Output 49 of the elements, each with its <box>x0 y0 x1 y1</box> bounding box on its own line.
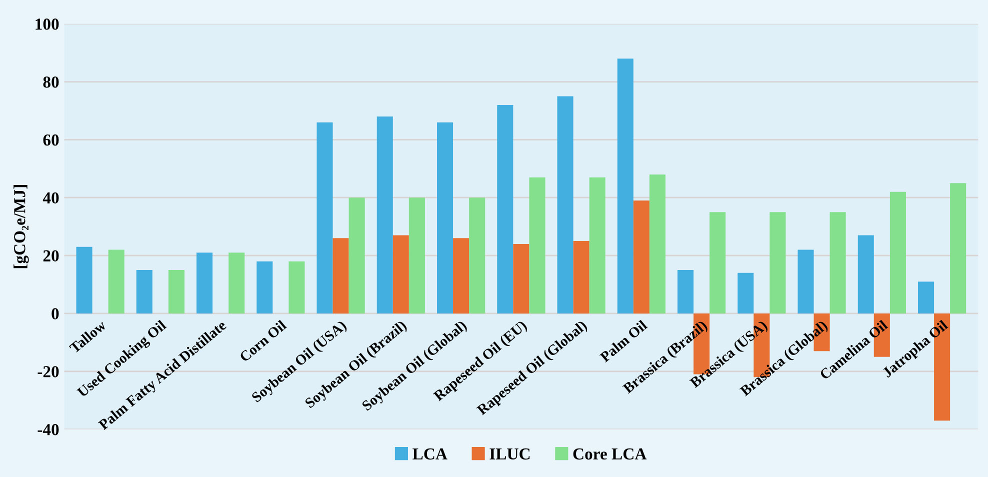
bar <box>738 272 754 314</box>
bar <box>436 122 454 314</box>
y-tick-label: 80 <box>43 76 59 88</box>
bar <box>256 261 273 314</box>
y-tick-label: -20 <box>38 366 59 378</box>
bar <box>950 183 966 314</box>
y-axis-title: [gCO₂e/MJ] <box>14 185 29 268</box>
bar <box>649 174 666 314</box>
y-tick-label: 60 <box>43 134 59 146</box>
y-tick-label: 100 <box>36 18 59 30</box>
x-tick-label: Corn Oil <box>238 319 288 362</box>
bar <box>228 252 245 314</box>
bar <box>453 238 470 314</box>
bar <box>316 122 333 314</box>
bar <box>633 200 650 314</box>
bar <box>677 270 694 314</box>
bar <box>513 244 530 314</box>
bar <box>76 246 92 314</box>
bar <box>617 58 634 314</box>
bar <box>858 235 874 314</box>
bar <box>497 104 514 314</box>
bar <box>573 241 590 314</box>
y-tick-label: -40 <box>38 424 59 436</box>
legend-label: LCA <box>412 448 448 460</box>
bar <box>830 212 846 314</box>
bar <box>710 212 726 314</box>
bar <box>918 282 934 314</box>
legend-label: Core LCA <box>573 448 647 460</box>
legend-label: ILUC <box>490 448 530 460</box>
y-tick-label: 20 <box>43 250 59 262</box>
bar <box>288 261 305 314</box>
bar <box>589 177 606 314</box>
bar <box>557 96 574 314</box>
bar <box>890 192 906 314</box>
bar <box>168 270 184 314</box>
bar <box>770 212 786 314</box>
bar <box>798 250 814 314</box>
bar <box>376 116 393 314</box>
y-tick-label: 0 <box>52 308 59 320</box>
bar <box>332 238 349 314</box>
y-tick-label: 40 <box>42 192 59 204</box>
bar <box>529 177 546 314</box>
bar <box>348 198 365 314</box>
bar <box>392 235 409 314</box>
bar <box>408 198 425 314</box>
bar <box>108 250 124 314</box>
bar <box>136 270 152 314</box>
bar <box>469 198 486 314</box>
bar <box>196 252 213 314</box>
